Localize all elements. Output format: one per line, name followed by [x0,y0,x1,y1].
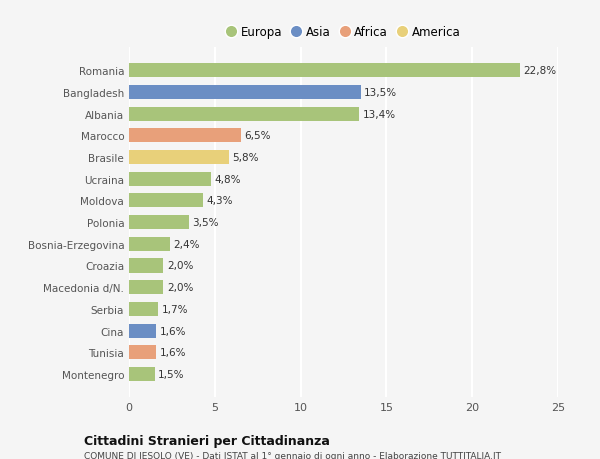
Text: 22,8%: 22,8% [524,66,557,76]
Bar [129,151,229,165]
Bar [129,107,359,122]
Text: Cittadini Stranieri per Cittadinanza: Cittadini Stranieri per Cittadinanza [84,434,330,447]
Text: COMUNE DI JESOLO (VE) - Dati ISTAT al 1° gennaio di ogni anno - Elaborazione TUT: COMUNE DI JESOLO (VE) - Dati ISTAT al 1°… [84,451,501,459]
Text: 5,8%: 5,8% [232,153,259,162]
Bar [129,86,361,100]
Bar [129,64,520,78]
Text: 4,8%: 4,8% [215,174,241,185]
Text: 3,5%: 3,5% [193,218,219,228]
Text: 2,4%: 2,4% [173,239,200,249]
Bar [129,237,170,251]
Text: 6,5%: 6,5% [244,131,271,141]
Text: 1,6%: 1,6% [160,326,187,336]
Bar [129,172,211,186]
Legend: Europa, Asia, Africa, America: Europa, Asia, Africa, America [223,22,464,43]
Bar [129,194,203,208]
Text: 1,7%: 1,7% [161,304,188,314]
Text: 4,3%: 4,3% [206,196,233,206]
Bar [129,216,189,230]
Text: 2,0%: 2,0% [167,283,193,292]
Bar [129,129,241,143]
Text: 13,5%: 13,5% [364,88,397,98]
Bar [129,302,158,316]
Text: 1,6%: 1,6% [160,347,187,358]
Bar [129,280,163,295]
Bar [129,367,155,381]
Text: 13,4%: 13,4% [362,109,395,119]
Text: 2,0%: 2,0% [167,261,193,271]
Bar [129,259,163,273]
Text: 1,5%: 1,5% [158,369,185,379]
Bar [129,324,157,338]
Bar [129,346,157,359]
